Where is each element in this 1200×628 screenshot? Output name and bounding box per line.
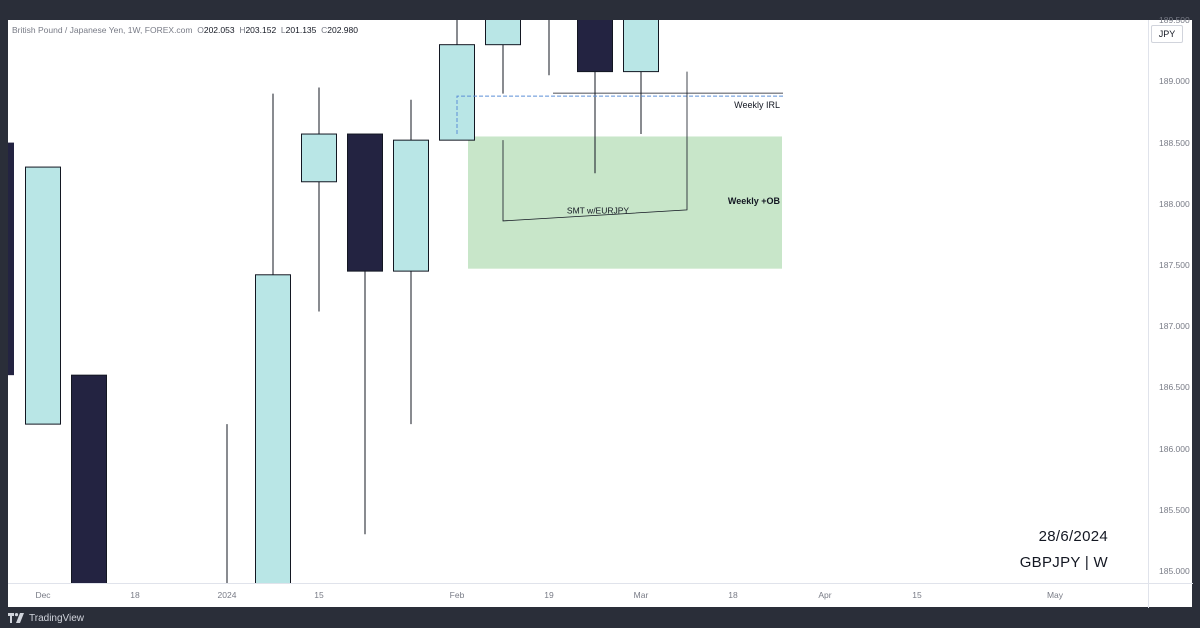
smt-connector: [502, 71, 688, 222]
weekly-ob-label: Weekly +OB: [728, 196, 781, 206]
open-value: 202.053: [203, 25, 235, 35]
price-axis[interactable]: JPY 193.500193.000192.500192.000191.5001…: [1148, 15, 1193, 583]
candle-body: [485, 20, 521, 46]
snapshot-date: 28/6/2024: [1038, 528, 1108, 545]
candle-body: [347, 133, 383, 272]
candle: [393, 99, 429, 425]
symbol-legend: British Pound / Japanese Yen, 1W, FOREX.…: [12, 25, 358, 35]
time-tick: 2024: [217, 590, 237, 600]
candle: [226, 424, 228, 583]
candle: [347, 133, 383, 535]
low-label: L: [280, 25, 286, 35]
close-label: C: [321, 25, 328, 35]
tradingview-logo-icon: [8, 613, 24, 623]
candle: [439, 20, 475, 141]
candle-body: [623, 20, 659, 73]
time-tick: 15: [314, 590, 324, 600]
price-tick: 187.500: [1159, 260, 1190, 270]
price-tick: 185.000: [1159, 566, 1190, 576]
candle: [577, 20, 613, 174]
candle-body: [8, 142, 14, 376]
time-tick: 19: [544, 590, 554, 600]
time-tick: Dec: [35, 590, 51, 600]
close-value: 202.980: [327, 25, 358, 35]
time-tick: Mar: [633, 590, 649, 600]
candle-body: [301, 133, 337, 183]
candle-body: [71, 374, 107, 583]
candle: [25, 166, 61, 425]
price-tick: 188.000: [1159, 198, 1190, 209]
low-value: 201.135: [285, 25, 317, 35]
smt-label: SMT w/EURJPY: [567, 206, 630, 216]
time-tick: 18: [130, 590, 140, 600]
weekly-irl-line: [456, 95, 783, 135]
time-tick: 18: [728, 590, 738, 600]
price-tick: 189.000: [1159, 76, 1190, 87]
currency-badge[interactable]: JPY: [1151, 25, 1183, 43]
candle-body: [393, 139, 429, 272]
high-label: H: [239, 25, 246, 35]
price-tick: 187.000: [1159, 321, 1190, 332]
candle-body: [577, 20, 613, 73]
price-tick: 186.000: [1159, 443, 1190, 454]
symbol-title: British Pound / Japanese Yen, 1W, FOREX.…: [12, 25, 193, 35]
price-tick: 186.500: [1159, 382, 1190, 393]
high-value: 203.152: [245, 25, 277, 35]
axis-corner: [1148, 583, 1193, 608]
candle-body: [25, 166, 61, 425]
time-tick: May: [1046, 590, 1064, 600]
weekly-irl-label: Weekly IRL: [734, 100, 780, 110]
open-label: O: [197, 25, 204, 35]
time-axis[interactable]: Dec 18 2024 15 Feb 19 Mar 18 Apr 15 May: [8, 583, 1148, 608]
candle: [623, 20, 659, 135]
price-tick: 185.500: [1159, 504, 1190, 515]
time-tick: 15: [912, 590, 922, 600]
candle: [301, 87, 337, 312]
candle: [548, 20, 550, 76]
candle: [485, 20, 521, 94]
candle-body: [255, 274, 291, 583]
weekly-ob-zone: [468, 136, 782, 269]
price-tick: 188.500: [1159, 137, 1190, 148]
footer-branding: TradingView: [8, 608, 308, 628]
candle: [255, 93, 291, 583]
footer-brand: TradingView: [29, 612, 85, 624]
price-tick: 189.500: [1159, 15, 1190, 26]
time-tick: Apr: [818, 590, 832, 600]
time-tick: Feb: [449, 590, 465, 600]
candle: [71, 374, 107, 583]
snapshot-pair: GBPJPY | W: [1019, 554, 1108, 571]
